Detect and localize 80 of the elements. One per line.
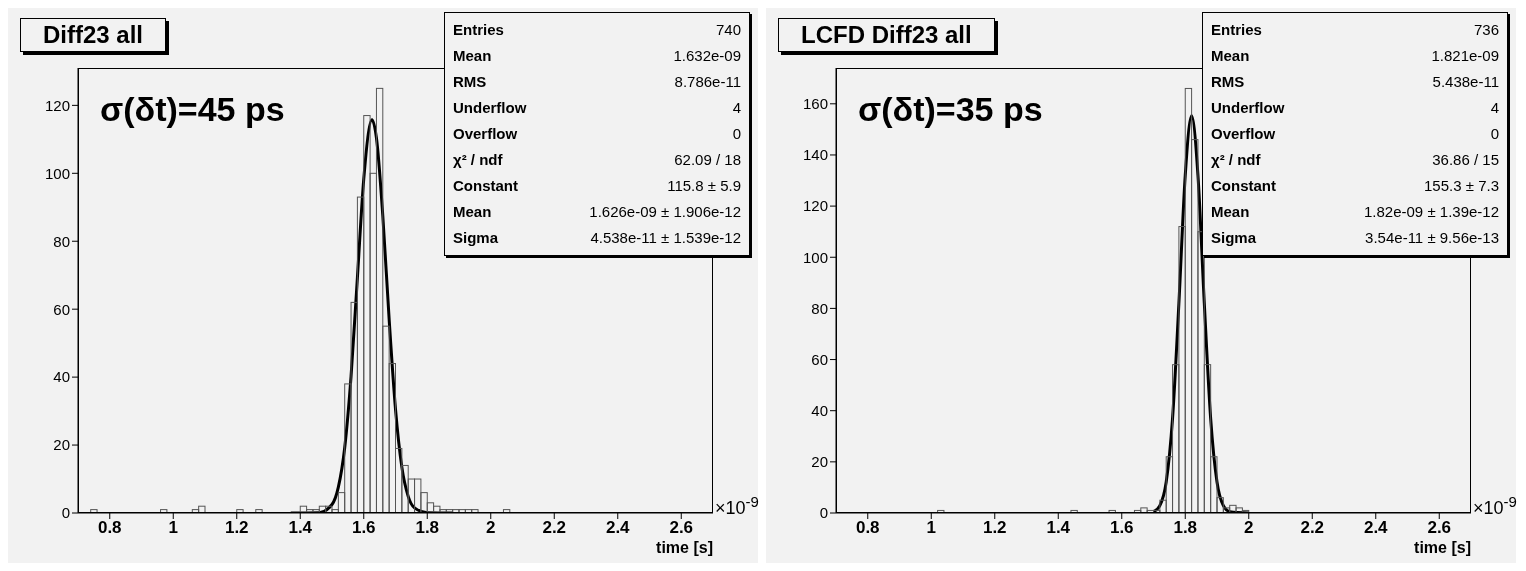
y-tick-label: 100 [802,248,828,266]
y-tick-label: 120 [802,197,828,215]
x-tick-label: 1.6 [351,518,376,538]
text: 740 [715,20,741,40]
chart-title: Diff23 all [20,18,167,52]
text: 0 [1490,124,1499,144]
y-tick-label: 40 [53,368,70,386]
x-tick-label: 0.8 [97,518,122,538]
y-tick-label: 80 [811,299,828,317]
y-tick-label: 80 [53,232,70,250]
x-tick-label: 2.2 [1300,518,1325,538]
y-tick-label: 60 [811,350,828,368]
x-axis-title: time [s] [656,539,713,557]
x-tick-label: 2.4 [605,518,631,538]
x-tick-label: 0.8 [855,518,880,538]
x-tick-label: 1.8 [1173,518,1198,538]
x-tick-label: 1 [168,518,178,538]
text: 1.821e-09 [1431,46,1499,66]
y-tick-label: 120 [44,96,70,114]
x-tick-label: 1.4 [288,518,313,538]
annotation: 115.8 ± 5.9 [667,176,741,196]
text: 1.632e-09 [673,46,741,66]
annotation: 62.09 / 18 [674,150,741,170]
x-tick-label: 1.2 [982,518,1007,538]
annotation: 5.438e-11 [1432,72,1499,92]
x-tick-label: 2.6 [669,518,694,538]
text: Entries [1211,20,1262,40]
annotation: Sigma [1211,228,1257,248]
x-tick-label: 1.2 [224,518,249,538]
x-tick-label: 2.6 [1427,518,1452,538]
annotation: Constant [1211,176,1276,196]
annotation: Overflow [1211,124,1276,144]
text: 0 [732,124,741,144]
annotation: 1.82e-09 ± 1.39e-12 [1364,202,1499,222]
text: ×10$^{-9}$ [1473,493,1517,519]
annotation: 155.3 ± 7.3 [1424,176,1499,196]
annotation: σ(δt)=45 ps [100,90,285,129]
annotation: Sigma [453,228,499,248]
annotation: χ² / ndf [1211,150,1261,170]
y-tick-label: 0 [61,504,70,522]
x-axis-title: time [s] [1414,539,1471,557]
y-tick-label: 20 [811,453,828,471]
y-tick-label: 60 [53,300,70,318]
annotation: RMS [1211,72,1245,92]
y-tick-label: 140 [802,146,828,164]
annotation: 3.54e-11 ± 9.56e-13 [1365,228,1499,248]
annotation: 4.538e-11 ± 1.539e-12 [590,228,741,248]
x-tick-label: 1 [926,518,936,538]
annotation: Mean [453,202,492,222]
annotation: Overflow [453,124,518,144]
annotation: 8.786e-11 [674,72,741,92]
x-tick-label: 2 [1244,518,1254,538]
annotation: Underflow [1211,98,1285,118]
annotation: χ² / ndf [453,150,503,170]
annotation: RMS [453,72,487,92]
annotation: σ(δt)=35 ps [858,90,1043,129]
y-tick-label: 100 [44,164,70,182]
text: 4 [1490,98,1499,118]
y-tick-label: 0 [819,504,828,522]
y-tick-label: 40 [811,402,828,420]
x-tick-label: 2.2 [542,518,567,538]
text: Mean [453,46,492,66]
text: 4 [732,98,741,118]
x-tick-label: 2 [486,518,496,538]
text: Mean [1211,46,1250,66]
annotation: Underflow [453,98,527,118]
y-tick-label: 20 [53,436,70,454]
text: 736 [1473,20,1499,40]
annotation: Mean [1211,202,1250,222]
annotation: Constant [453,176,518,196]
text: ×10$^{-9}$ [715,493,759,519]
x-tick-label: 1.4 [1046,518,1071,538]
x-tick-label: 1.6 [1109,518,1134,538]
x-tick-label: 2.4 [1363,518,1389,538]
annotation: 36.86 / 15 [1432,150,1499,170]
chart-title: LCFD Diff23 all [778,18,995,52]
text: Entries [453,20,504,40]
x-tick-label: 1.8 [415,518,440,538]
annotation: 1.626e-09 ± 1.906e-12 [589,202,741,222]
y-tick-label: 160 [802,95,828,113]
